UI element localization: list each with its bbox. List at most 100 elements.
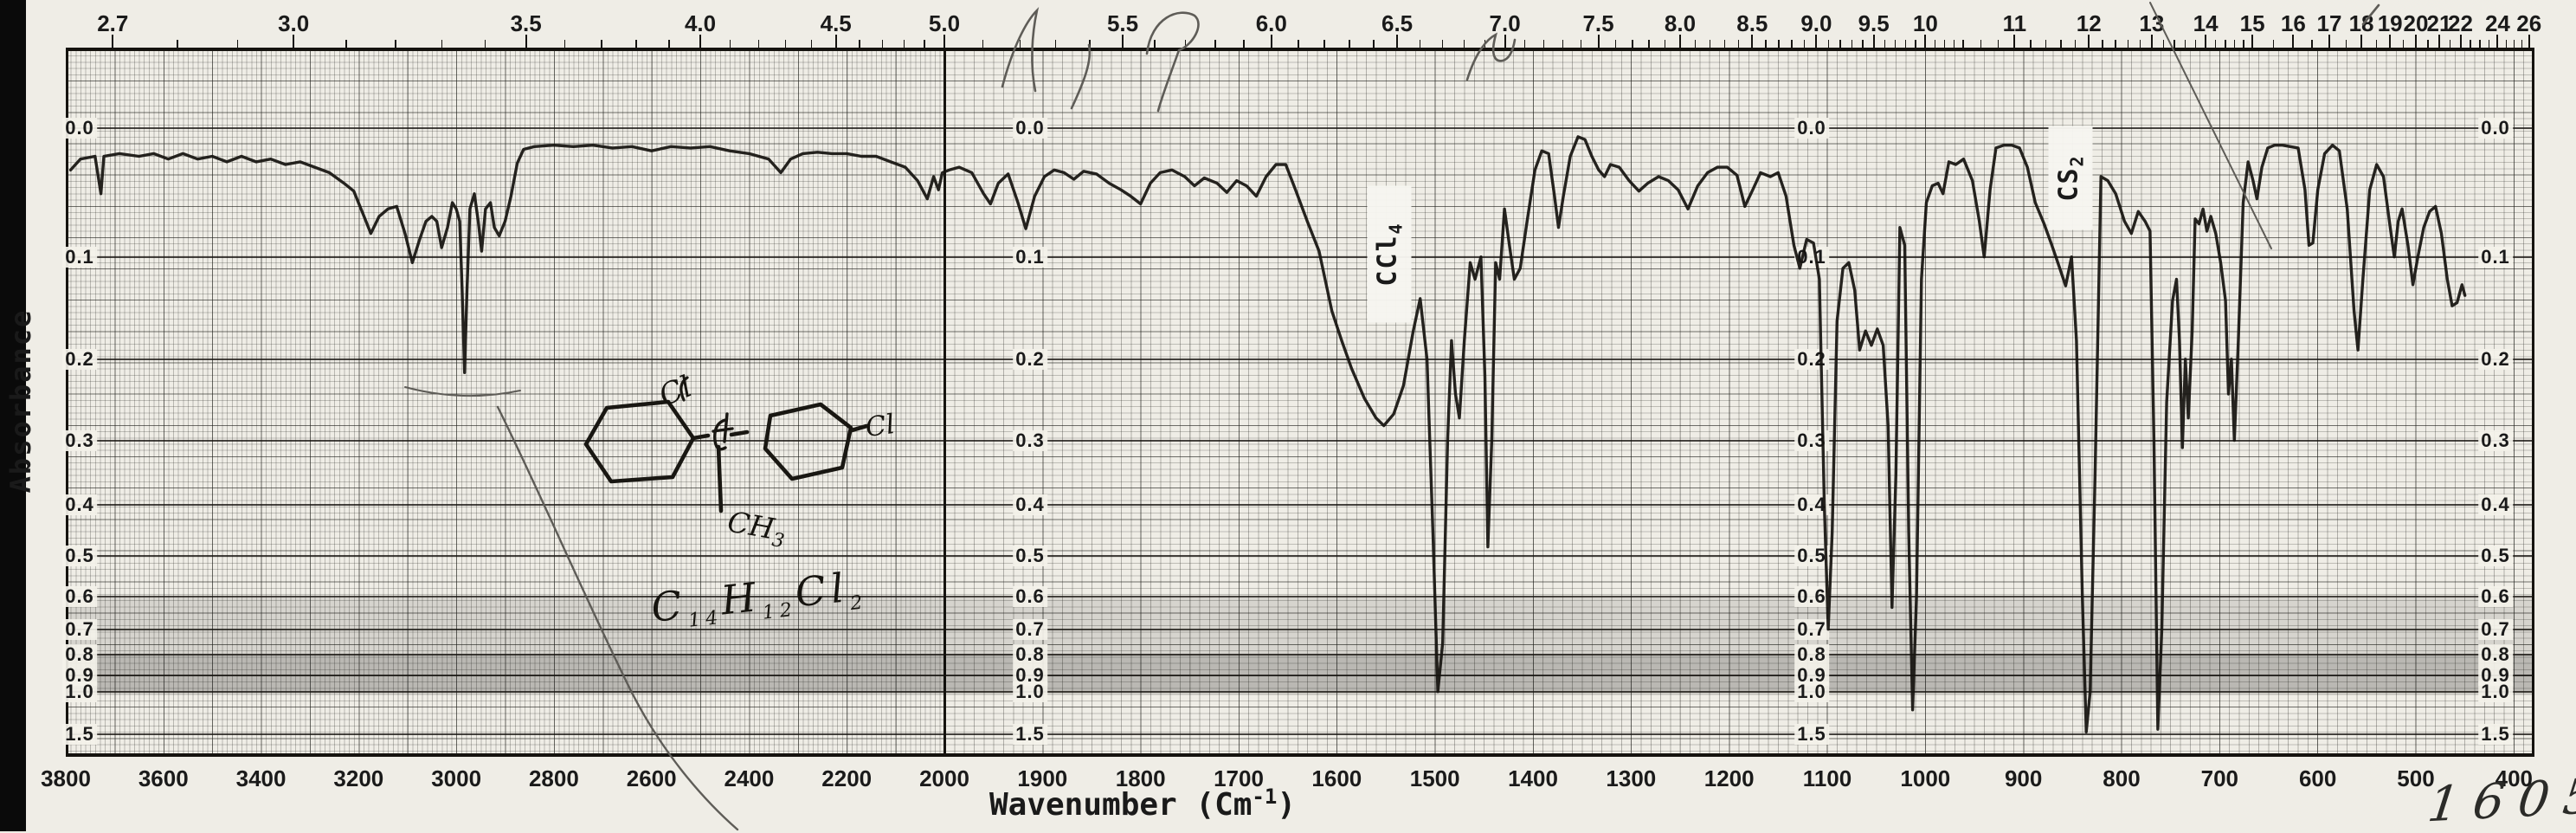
cs2-sub: 2 [2066,154,2088,167]
absorbance-gridline-0.4 [66,504,2534,507]
top-axis-minor-tick [635,40,637,49]
bottom-axis-label-1100: 1100 [1802,765,1852,791]
top-axis-label-3.0: 3.0 [278,10,310,36]
y-label-col1-0.1: 0.1 [1013,246,1047,268]
bottom-axis-label-600: 600 [2298,765,2337,791]
top-axis-minor-tick [1019,40,1021,49]
top-axis-label-6.5: 6.5 [1381,10,1414,36]
top-axis-tick [293,35,295,49]
top-axis-tick [1751,35,1754,49]
top-axis-tick [2088,35,2090,49]
bottom-axis-label-2800: 2800 [528,765,579,791]
top-axis-minor-tick [395,40,396,49]
formula-cl-sub: 2 [849,591,869,616]
top-axis-tick [2438,35,2440,49]
top-axis-minor-tick [903,40,905,49]
y-label-col0-0.7: 0.7 [62,618,97,640]
y-label-col1-0.7: 0.7 [1013,618,1047,640]
top-axis-tick [699,35,702,49]
absorbance-gridline-0.2 [66,358,2534,360]
top-axis-minor-tick [2184,40,2186,49]
y-label-col0-0.3: 0.3 [62,429,97,451]
top-axis-label-15: 15 [2239,10,2265,36]
pencil-scribble [2361,3,2380,26]
top-axis-label-20: 20 [2403,10,2429,36]
top-axis-minor-tick [2139,40,2141,49]
central-carbon-scrawl [712,412,734,451]
top-axis-label-17: 17 [2316,10,2342,36]
grid-top-border [66,48,2534,51]
top-axis-minor-tick [2102,40,2103,49]
absorbance-gridline-1.5 [66,733,2534,736]
top-axis-label-19: 19 [2377,10,2403,36]
absorbance-gridline-0.6 [66,596,2534,598]
top-axis-tick [2251,35,2254,49]
top-axis-tick [2496,35,2499,49]
top-axis-minor-tick [1054,40,1057,49]
x-axis-title-text: Wavenumber (Cm [989,787,1253,823]
structure-sketch [583,376,869,513]
top-axis-minor-tick [1997,40,2000,49]
top-axis-label-6.0: 6.0 [1255,10,1287,36]
bottom-axis-label-400: 400 [2495,765,2534,791]
top-axis-minor-tick [1323,40,1325,49]
benzene-ring-left [583,399,696,484]
top-axis-minor-tick [1737,40,1740,49]
bottom-axis-label-1200: 1200 [1703,765,1755,791]
top-axis-minor-tick [1827,40,1830,49]
top-axis-minor-tick [2045,40,2047,49]
methyl-text: CH [724,504,777,546]
bottom-axis-label-1400: 1400 [1508,765,1558,791]
top-axis-tick [834,35,837,49]
top-axis-tick [1504,35,1506,49]
top-axis-tick [1270,35,1272,49]
top-axis-minor-tick [1214,40,1216,49]
top-axis-minor-tick [1154,40,1156,49]
top-axis-tick [1924,35,1927,49]
absorbance-gridline-1.0 [66,690,2534,693]
top-axis-label-5.0: 5.0 [928,10,961,36]
top-axis-tick [1815,35,1818,49]
top-axis-minor-tick [564,40,566,49]
top-axis-minor-tick [784,40,787,49]
top-axis-minor-tick [982,40,984,49]
absorbance-gridline-0.0 [66,127,2534,129]
top-axis-minor-tick [484,40,486,49]
pencil-long-stroke [496,405,739,831]
y-label-col3-1.5: 1.5 [2478,724,2513,746]
top-axis-minor-tick [2115,40,2116,49]
top-axis-tick [2360,35,2363,49]
y-label-col1-0.4: 0.4 [1013,494,1047,516]
top-axis-minor-tick [1791,40,1793,49]
x-axis-title-sup: -1 [1252,785,1278,809]
top-axis-minor-tick [1614,40,1617,49]
y-label-col3-1.0: 1.0 [2478,681,2513,702]
top-axis-label-10: 10 [1912,10,1938,36]
top-axis-label-5.5: 5.5 [1106,10,1139,36]
pencil-arc [404,386,521,397]
top-axis-minor-tick [1944,40,1946,49]
top-axis-label-7.5: 7.5 [1582,10,1614,36]
grid-left-section [66,49,944,755]
top-axis-minor-tick [1441,40,1443,49]
top-axis-tick [2459,35,2462,49]
bond-to-cl [849,423,869,433]
top-axis-minor-tick [1915,40,1916,49]
x-axis-title-end: ) [1277,787,1297,823]
top-axis-minor-tick [2162,40,2164,49]
top-axis-tick [2389,35,2392,49]
formula-h-sub: 12 [761,598,799,624]
top-axis-minor-tick [1463,40,1465,49]
top-axis-label-16: 16 [2280,10,2306,36]
top-axis-minor-tick [1839,40,1841,49]
top-axis-minor-tick [668,40,670,49]
y-label-col3-0.1: 0.1 [2478,246,2513,268]
bond-to-cl-top [679,376,689,402]
y-label-col2-1.0: 1.0 [1794,681,1829,702]
y-axis-title: Absorbance [4,308,37,494]
y-label-col0-0.4: 0.4 [62,494,97,516]
top-axis-minor-tick [2505,40,2507,49]
top-axis-minor-tick [1953,40,1955,49]
top-axis-minor-tick [601,40,602,49]
